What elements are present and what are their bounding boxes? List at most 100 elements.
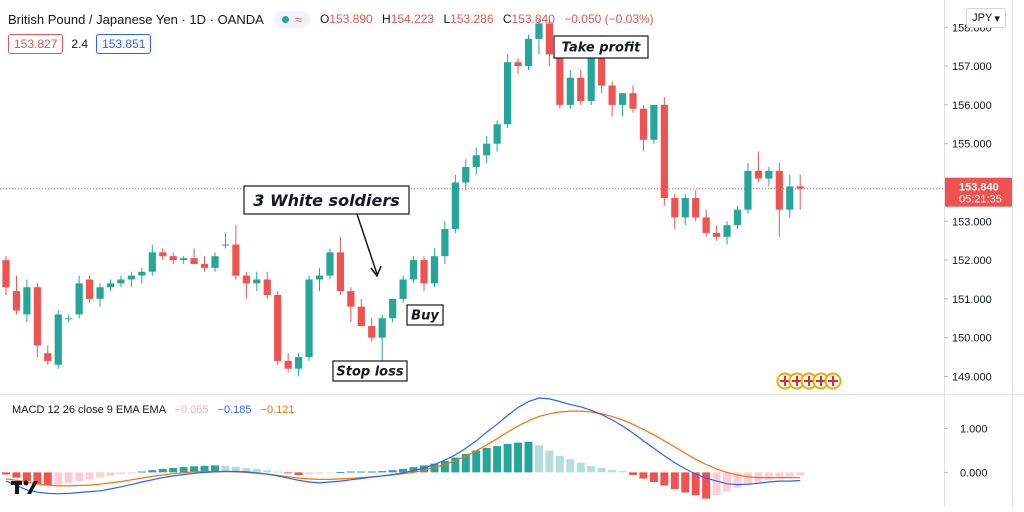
candle-body [305, 279, 313, 358]
candle-body [180, 258, 188, 261]
candle-body [713, 232, 721, 237]
macd-signal-value: −0.121 [260, 404, 295, 416]
macd-hist-bar [681, 472, 690, 493]
candle-body [357, 306, 365, 327]
candle-body [733, 209, 742, 226]
macd-hist-bar [325, 472, 334, 474]
macd-hist-bar [493, 446, 502, 473]
macd-hist-bar [179, 467, 188, 473]
candle-body [190, 258, 198, 264]
candle-body [326, 252, 334, 276]
candle-body [253, 279, 261, 284]
macd-hist-bar [315, 472, 324, 474]
candle-body [347, 291, 355, 307]
uk-flag-cross [828, 376, 838, 386]
market-status-pill[interactable]: ≈ [273, 10, 310, 28]
macd-hist-bar [106, 472, 115, 476]
price-tick-label: 155.000 [952, 139, 992, 151]
candle-body [211, 256, 219, 268]
macd-hist-bar [576, 462, 585, 473]
candle-body [702, 217, 710, 233]
macd-hist-bar [127, 472, 136, 474]
ohlc-high-label: H [382, 12, 391, 26]
candle-body [284, 360, 292, 369]
tradingview-logo-icon[interactable] [10, 476, 44, 498]
annotation-3-white-soldiers-text: 3 White soldiers [253, 191, 400, 210]
macd-hist-bar [461, 454, 470, 473]
event-flags-icon [776, 372, 842, 390]
chevron-down-icon: ▾ [994, 12, 1000, 25]
candle-body [483, 143, 491, 156]
macd-hist-bar [399, 468, 408, 473]
candle-body [514, 62, 522, 67]
sell-price-button[interactable]: 153.827 [8, 34, 64, 54]
candle-body [389, 298, 397, 319]
macd-tick-label: 0.000 [960, 467, 988, 479]
annotation-take-profit: Take profit [553, 35, 649, 59]
macd-hist-bar [534, 445, 543, 473]
candle-body [138, 271, 146, 276]
macd-hist-bar [420, 465, 428, 473]
ohlc-low-label: L [443, 12, 451, 26]
candle-body [598, 54, 606, 86]
macd-hist-bar [96, 472, 105, 478]
candle-body [44, 353, 52, 361]
macd-hist-bar [775, 472, 784, 479]
candle-body [65, 318, 73, 320]
macd-hist-bar [231, 466, 240, 473]
candle-body [451, 182, 459, 230]
annotation-arrow-head [370, 265, 382, 278]
buy-price-button[interactable]: 153.851 [96, 34, 152, 54]
macd-line-value: −0.185 [217, 404, 252, 416]
macd-hist-bar [712, 472, 721, 496]
uk-flag-cross [792, 376, 802, 386]
candle-body [232, 244, 240, 276]
macd-hist-bar [294, 472, 303, 475]
ohlc-close-value: 153.840 [511, 12, 555, 26]
macd-hist-bar [211, 465, 219, 473]
macd-hist-bar [472, 450, 481, 473]
macd-hist-bar [660, 472, 669, 486]
candle-body [587, 54, 595, 101]
candle-body [556, 54, 564, 105]
macd-hist-bar [524, 441, 533, 473]
candle-body [200, 263, 209, 268]
candle-body [148, 252, 156, 272]
macd-hist-bar [514, 442, 523, 473]
candle-body [368, 326, 376, 338]
candle-body [86, 279, 94, 299]
macd-histogram [2, 441, 805, 499]
candle-body [629, 93, 637, 109]
candle-body [274, 295, 282, 361]
macd-legend[interactable]: MACD 12 26 close 9 EMA EMA −0.065 −0.185… [12, 404, 295, 416]
macd-hist-bar [252, 468, 261, 473]
candle-body [754, 170, 762, 179]
candle-body [566, 77, 574, 105]
ohlc-open-value: 153.890 [329, 12, 373, 26]
candle-body [336, 252, 344, 292]
macd-hist-bar [54, 472, 63, 485]
macd-hist-bar [649, 472, 658, 482]
macd-hist-bar [618, 471, 627, 473]
candles-group [2, 19, 804, 377]
macd-hist-bar [796, 472, 805, 476]
uk-flag-cross [804, 376, 814, 386]
currency-dropdown[interactable]: JPY ▾ [966, 8, 1006, 28]
price-tick-label: 149.000 [952, 371, 992, 383]
annotation-stop-loss: Stop loss [332, 360, 408, 382]
symbol-title[interactable]: British Pound / Japanese Yen · 1D · OAND… [8, 11, 264, 27]
macd-hist-bar [116, 472, 125, 475]
price-tick-label: 156.000 [952, 100, 992, 112]
macd-hist-bar [2, 472, 10, 475]
macd-hist-bar [702, 472, 711, 499]
annotation-3-white-soldiers-box [243, 185, 410, 215]
macd-hist-bar [503, 443, 512, 473]
candle-body [441, 229, 449, 257]
candle-body [796, 186, 804, 189]
macd-hist-bar [629, 472, 637, 475]
annotation-buy-box [406, 304, 444, 326]
macd-hist-bar [221, 465, 230, 473]
ohlc-low-value: 153.286 [450, 12, 494, 26]
